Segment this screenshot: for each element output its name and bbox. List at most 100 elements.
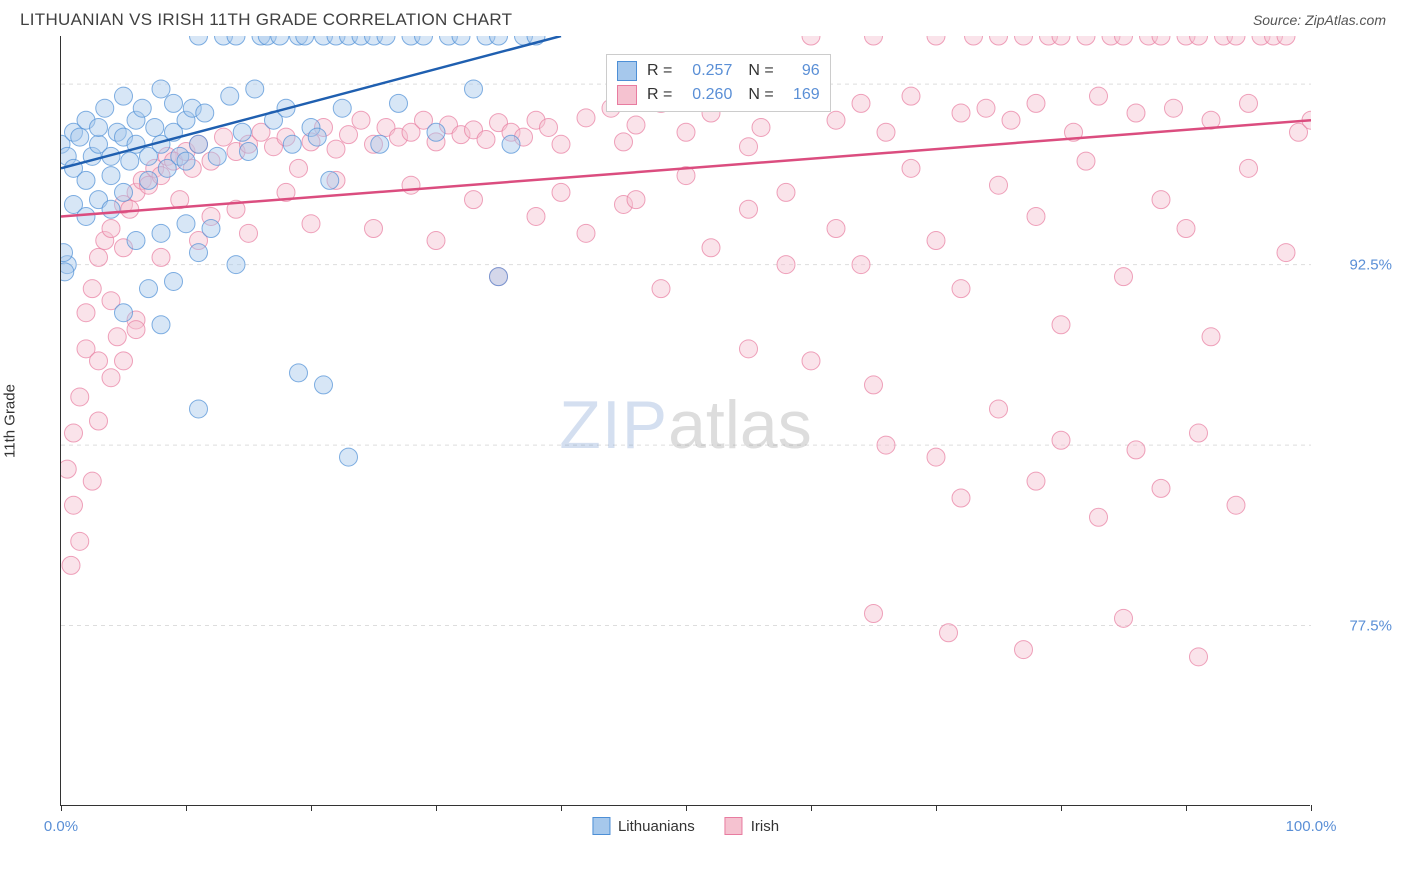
data-point [990, 176, 1008, 194]
stats-n-value: 169 [780, 86, 820, 104]
data-point [977, 99, 995, 117]
data-point [740, 200, 758, 218]
data-point [865, 36, 883, 45]
data-point [340, 448, 358, 466]
data-point [852, 94, 870, 112]
data-point [152, 248, 170, 266]
data-point [802, 36, 820, 45]
data-point [1177, 220, 1195, 238]
data-point [108, 328, 126, 346]
x-tick [811, 805, 812, 811]
data-point [1027, 94, 1045, 112]
data-point [290, 364, 308, 382]
data-point [146, 118, 164, 136]
data-point [165, 272, 183, 290]
data-point [1227, 496, 1245, 514]
data-point [1115, 609, 1133, 627]
data-point [302, 215, 320, 233]
data-point [990, 400, 1008, 418]
stats-r-value: 0.257 [678, 62, 732, 80]
data-point [190, 244, 208, 262]
x-tick [1311, 805, 1312, 811]
data-point [77, 207, 95, 225]
data-point [740, 138, 758, 156]
data-point [227, 256, 245, 274]
data-point [427, 123, 445, 141]
data-point [990, 36, 1008, 45]
data-point [627, 116, 645, 134]
data-point [902, 159, 920, 177]
data-point [465, 191, 483, 209]
stats-r-label: R = [647, 86, 672, 104]
data-point [1090, 508, 1108, 526]
data-point [390, 94, 408, 112]
data-point [865, 605, 883, 623]
data-point [221, 87, 239, 105]
data-point [115, 87, 133, 105]
data-point [371, 135, 389, 153]
data-point [115, 183, 133, 201]
data-point [233, 123, 251, 141]
data-point [927, 448, 945, 466]
data-point [752, 118, 770, 136]
data-point [540, 118, 558, 136]
data-point [402, 176, 420, 194]
x-tick [186, 805, 187, 811]
data-point [208, 147, 226, 165]
data-point [1190, 648, 1208, 666]
data-point [196, 104, 214, 122]
stats-r-label: R = [647, 62, 672, 80]
x-tick [1061, 805, 1062, 811]
data-point [177, 152, 195, 170]
y-tick-label: 92.5% [1317, 256, 1392, 273]
data-point [90, 412, 108, 430]
data-point [65, 424, 83, 442]
data-point [71, 532, 89, 550]
data-point [365, 220, 383, 238]
data-point [1277, 36, 1295, 45]
data-point [1152, 36, 1170, 45]
legend-item: Lithuanians [592, 817, 695, 835]
legend-item: Irish [725, 817, 779, 835]
data-point [927, 232, 945, 250]
data-point [121, 152, 139, 170]
data-point [90, 248, 108, 266]
data-point [1015, 36, 1033, 45]
data-point [190, 135, 208, 153]
data-point [427, 232, 445, 250]
data-point [740, 340, 758, 358]
data-point [1227, 36, 1245, 45]
data-point [102, 369, 120, 387]
data-point [552, 135, 570, 153]
stats-r-value: 0.260 [678, 86, 732, 104]
stats-n-value: 96 [780, 62, 820, 80]
data-point [96, 99, 114, 117]
data-point [902, 87, 920, 105]
data-point [702, 239, 720, 257]
data-point [327, 140, 345, 158]
plot-frame: ZIPatlas R =0.257N =96R =0.260N =169 Lit… [60, 36, 1310, 806]
data-point [1015, 641, 1033, 659]
data-point [121, 200, 139, 218]
data-point [777, 183, 795, 201]
data-point [1027, 207, 1045, 225]
data-point [527, 207, 545, 225]
data-point [333, 99, 351, 117]
data-point [1115, 36, 1133, 45]
stats-n-label: N = [748, 62, 773, 80]
data-point [102, 200, 120, 218]
data-point [115, 352, 133, 370]
data-point [102, 220, 120, 238]
data-point [140, 171, 158, 189]
chart-area: 11th Grade ZIPatlas R =0.257N =96R =0.26… [20, 36, 1386, 806]
data-point [490, 36, 508, 45]
data-point [1127, 104, 1145, 122]
data-point [1152, 479, 1170, 497]
data-point [190, 400, 208, 418]
x-tick-label: 0.0% [44, 818, 78, 835]
correlation-stats-box: R =0.257N =96R =0.260N =169 [606, 54, 831, 112]
data-point [577, 224, 595, 242]
y-axis-label: 11th Grade [2, 384, 19, 458]
data-point [677, 123, 695, 141]
data-point [83, 472, 101, 490]
